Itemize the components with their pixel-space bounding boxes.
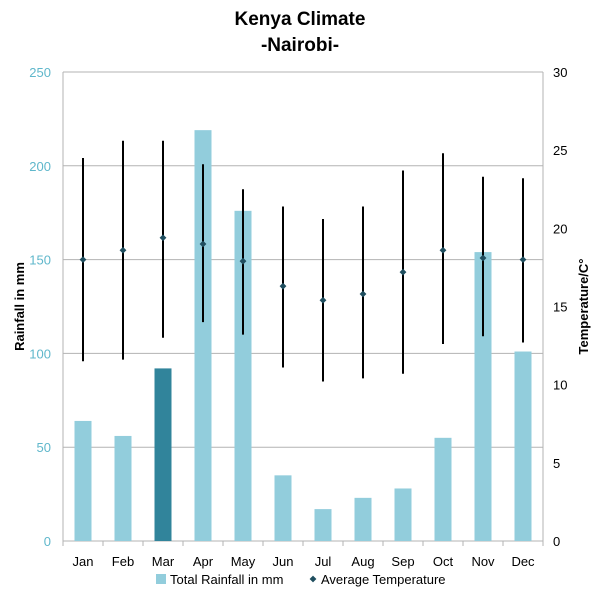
rainfall-bar [274, 475, 292, 541]
x-tick-label: May [231, 554, 256, 569]
x-tick-label: Dec [511, 554, 535, 569]
y2-axis-title: Temperature/C° [576, 259, 591, 355]
x-tick-label: Aug [351, 554, 374, 569]
y-axis-title: Rainfall in mm [12, 262, 27, 351]
y2-tick-label: 15 [553, 300, 567, 315]
y-tick-label: 250 [29, 65, 51, 80]
x-tick-label: Nov [471, 554, 495, 569]
x-tick-label: Sep [391, 554, 414, 569]
temperature-point [199, 240, 207, 248]
rainfall-bar [394, 488, 412, 541]
temperature-point [159, 234, 167, 242]
x-tick-label: Jul [315, 554, 332, 569]
temperature-point [319, 296, 327, 304]
x-tick-label: Oct [433, 554, 454, 569]
chart-subtitle: -Nairobi- [260, 35, 340, 56]
rainfall-bar [154, 368, 172, 541]
rainfall-bar [474, 252, 492, 541]
rainfall-bar [434, 437, 452, 541]
y-tick-label: 100 [29, 346, 51, 361]
rainfall-bar [74, 420, 92, 541]
y-tick-label: 0 [44, 534, 51, 549]
y2-tick-label: 0 [553, 534, 560, 549]
y-tick-label: 200 [29, 159, 51, 174]
legend-label-temperature: Average Temperature [321, 572, 446, 587]
legend-swatch-rainfall [156, 574, 166, 584]
x-tick-label: Jun [273, 554, 294, 569]
temperature-point [279, 282, 287, 290]
x-tick-label: Mar [152, 554, 175, 569]
legend-label-rainfall: Total Rainfall in mm [170, 572, 283, 587]
chart-title: Kenya Climate [234, 9, 366, 30]
rainfall-bar [194, 130, 212, 541]
legend-marker-temperature [309, 575, 317, 583]
temperature-point [439, 246, 447, 254]
y2-tick-label: 20 [553, 221, 567, 236]
y-tick-label: 150 [29, 253, 51, 268]
rainfall-bar [514, 351, 532, 541]
rainfall-bar [314, 509, 332, 541]
x-tick-label: Feb [112, 554, 134, 569]
y2-tick-label: 25 [553, 143, 567, 158]
temperature-point [239, 257, 247, 265]
x-tick-label: Apr [193, 554, 214, 569]
temperature-point [359, 290, 367, 298]
rainfall-bar [354, 497, 372, 541]
y2-tick-label: 30 [553, 65, 567, 80]
temperature-point [119, 246, 127, 254]
y2-tick-label: 10 [553, 378, 567, 393]
y-tick-label: 50 [37, 440, 51, 455]
y2-tick-label: 5 [553, 456, 560, 471]
temperature-point [399, 268, 407, 276]
rainfall-bar [114, 435, 132, 541]
x-tick-label: Jan [73, 554, 94, 569]
temperature-point [479, 254, 487, 262]
temperature-point [79, 256, 87, 263]
temperature-point [519, 256, 527, 263]
rainfall-bar [234, 210, 252, 541]
